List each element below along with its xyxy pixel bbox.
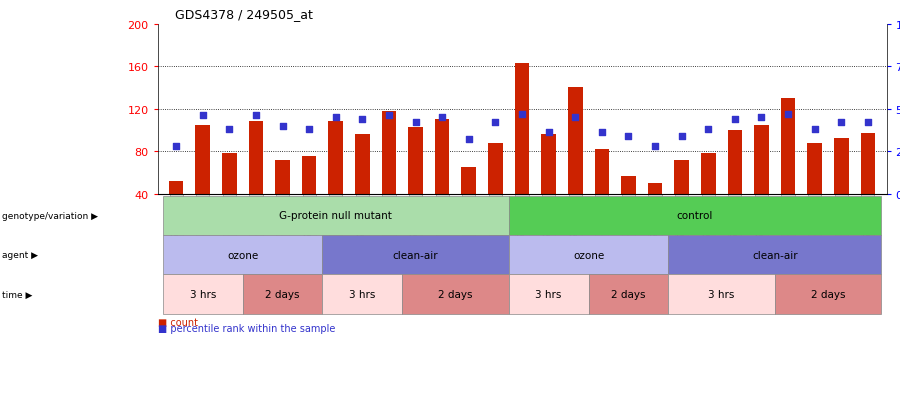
Bar [648,183,662,194]
Text: clean-air: clean-air [752,250,797,260]
Point [701,126,716,133]
Point [382,113,396,119]
Text: ■ count: ■ count [158,317,197,327]
Bar [462,168,476,194]
Point [328,114,343,121]
Text: 2 days: 2 days [811,289,845,299]
Bar [674,160,689,194]
Text: 2 days: 2 days [438,289,473,299]
Point [356,116,370,123]
Point [674,133,688,140]
Point [754,114,769,121]
Text: 3 hrs: 3 hrs [349,289,375,299]
Point [195,113,210,119]
Bar [328,122,343,194]
Text: time ▶: time ▶ [2,290,32,299]
Point [727,116,742,123]
Bar [541,135,556,194]
Point [515,111,529,118]
Text: GDS4378 / 249505_at: GDS4378 / 249505_at [176,8,313,21]
Point [781,111,796,118]
Bar [754,125,769,194]
Point [169,143,184,150]
Bar [568,88,582,194]
Bar [409,128,423,194]
Bar [355,135,370,194]
Bar [515,64,529,194]
Point [462,137,476,143]
Bar [834,139,849,194]
Bar [382,112,396,194]
Point [222,126,237,133]
Bar [860,134,875,194]
Text: 2 days: 2 days [611,289,645,299]
Point [488,120,502,126]
Text: 2 days: 2 days [266,289,300,299]
Bar [169,181,184,194]
Bar [222,154,237,194]
Point [302,126,317,133]
Bar [488,143,503,194]
Text: 3 hrs: 3 hrs [190,289,216,299]
Bar [195,125,210,194]
Point [807,126,822,133]
Text: control: control [677,211,713,221]
Bar [248,122,264,194]
Bar [780,99,796,194]
Bar [595,150,609,194]
Point [860,120,875,126]
Text: agent ▶: agent ▶ [2,251,38,259]
Point [435,114,449,121]
Bar [727,131,742,194]
Text: ■ percentile rank within the sample: ■ percentile rank within the sample [158,323,335,333]
Text: 3 hrs: 3 hrs [708,289,734,299]
Point [275,123,290,130]
Text: clean-air: clean-air [392,250,438,260]
Point [248,113,263,119]
Text: genotype/variation ▶: genotype/variation ▶ [2,211,98,220]
Bar [807,143,822,194]
Bar [435,120,449,194]
Text: 3 hrs: 3 hrs [536,289,562,299]
Point [648,143,662,150]
Point [621,133,635,140]
Point [568,114,582,121]
Bar [621,176,635,194]
Point [834,120,849,126]
Point [542,130,556,136]
Text: ozone: ozone [573,250,604,260]
Text: ozone: ozone [227,250,258,260]
Bar [275,160,290,194]
Text: G-protein null mutant: G-protein null mutant [279,211,392,221]
Bar [701,154,716,194]
Bar [302,157,317,194]
Point [595,130,609,136]
Point [409,120,423,126]
